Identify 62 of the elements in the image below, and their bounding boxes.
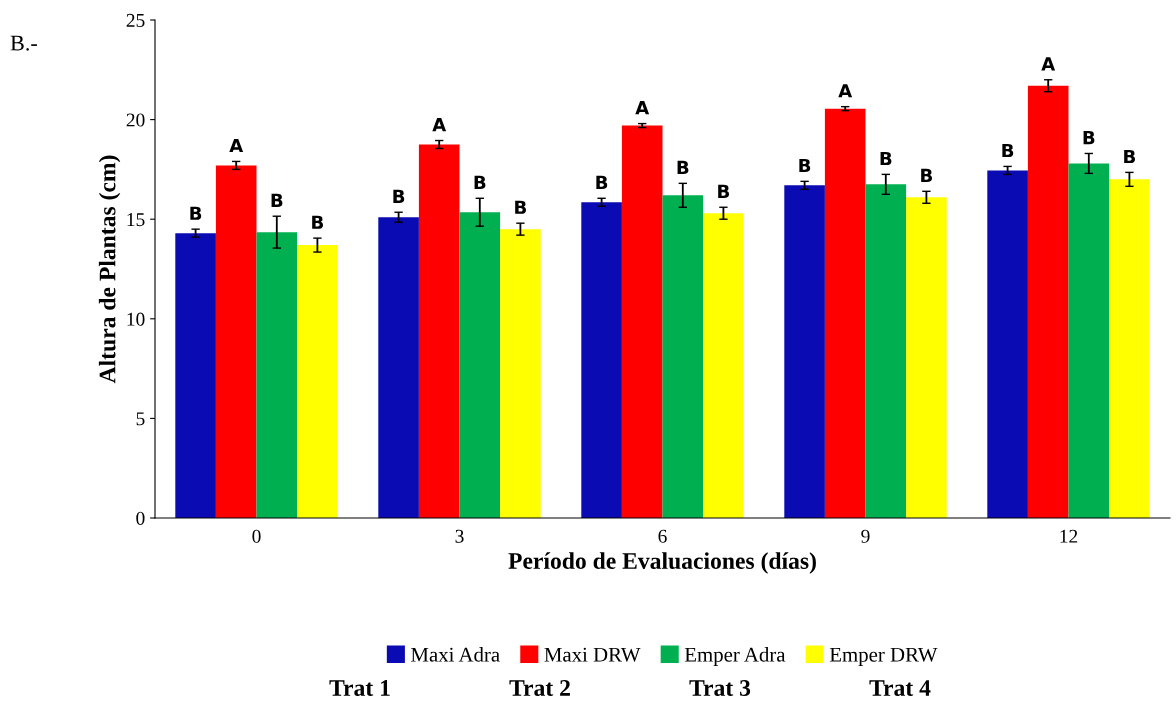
x-axis-title: Período de Evaluaciones (días) [508, 552, 816, 574]
x-tick-label: 3 [455, 529, 464, 543]
bar [1068, 163, 1110, 518]
bar [215, 165, 257, 518]
bar [621, 125, 663, 518]
data-label: B [474, 175, 486, 189]
data-label: B [921, 168, 933, 182]
data-label: B [271, 193, 283, 207]
data-label: B [799, 158, 811, 173]
text: B.- [10, 35, 37, 51]
x-tick-label: 9 [861, 529, 870, 543]
bar [297, 245, 338, 518]
data-label: A [1041, 57, 1056, 71]
bar [581, 202, 622, 518]
text: Trat 1 [329, 680, 390, 696]
x-tick-label: 0 [252, 529, 261, 543]
data-label: B [880, 151, 892, 166]
bar [784, 185, 825, 518]
data-label: B [190, 206, 202, 220]
bar [824, 108, 866, 518]
data-label: B [1002, 143, 1014, 158]
data-label: A [229, 138, 244, 153]
data-label: A [635, 101, 650, 115]
x-tick-label: 6 [658, 529, 667, 543]
legend-label: Maxi Adra [411, 647, 500, 662]
data-label: B [393, 189, 405, 203]
data-label: B [677, 160, 689, 175]
data-label: B [1124, 149, 1136, 164]
bar [378, 217, 419, 518]
text: Trat 4 [869, 680, 931, 696]
y-tick-label: 15 [127, 213, 145, 227]
text: Trat 3 [689, 680, 751, 696]
bar [500, 229, 541, 518]
data-label: B [312, 215, 324, 229]
y-axis-title: Altura de Plantas (cm) [98, 155, 121, 384]
data-label: B [515, 200, 527, 214]
bar [906, 197, 947, 518]
bar [703, 213, 744, 518]
bar [459, 212, 501, 518]
y-tick-label: 25 [126, 13, 145, 27]
bar [1109, 179, 1150, 518]
bar [662, 195, 704, 518]
data-label: A [838, 84, 853, 98]
legend-label: Emper DRW [829, 647, 938, 666]
legend-label: Emper Adra [684, 647, 786, 666]
bar [1027, 85, 1069, 518]
bar [987, 170, 1028, 518]
y-tick-label: 0 [136, 511, 145, 525]
bar [418, 144, 460, 518]
data-label: A [432, 118, 447, 132]
legend-label: Maxi DRW [544, 647, 641, 662]
x-tick-label: 12 [1060, 529, 1078, 543]
bar [175, 233, 216, 518]
y-tick-label: 5 [136, 412, 145, 426]
bar [256, 232, 298, 518]
bar [865, 184, 907, 518]
y-tick-label: 10 [127, 312, 145, 326]
y-tick-label: 20 [126, 113, 145, 127]
data-label: B [718, 184, 730, 198]
data-label: B [1083, 130, 1095, 145]
text: Trat 2 [509, 680, 570, 696]
data-label: B [596, 175, 608, 189]
